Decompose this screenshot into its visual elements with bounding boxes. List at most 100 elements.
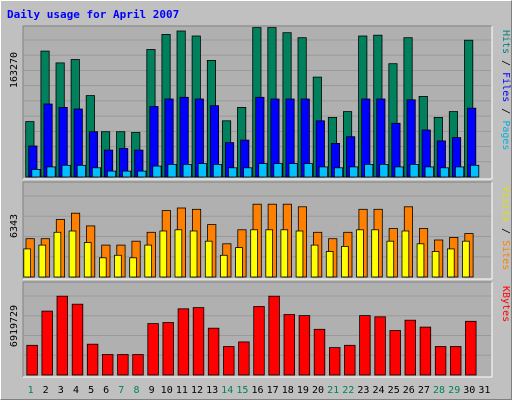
bar-pages-day-8	[137, 170, 147, 178]
day-label: 31	[478, 385, 490, 396]
series-axis-labels: Visits / Sites	[500, 186, 511, 270]
series-label-files: Files	[500, 72, 511, 102]
day-label: 20	[312, 385, 324, 396]
bar-pages-day-12	[197, 163, 207, 178]
bar-kbytes-day-26	[404, 319, 417, 376]
bar-kbytes-day-3	[56, 295, 69, 376]
series-label-pages: Pages	[500, 120, 511, 150]
bar-pages-day-13	[212, 163, 223, 178]
bar-pages-day-21	[333, 167, 344, 178]
bar-sites-day-7	[114, 254, 122, 278]
bar-sites-day-5	[83, 242, 92, 278]
bar-kbytes-day-29	[449, 346, 462, 376]
bar-pages-day-24	[379, 163, 389, 178]
bar-kbytes-day-24	[374, 316, 386, 376]
bar-sites-day-9	[144, 244, 153, 278]
day-label: 6	[103, 385, 109, 396]
bar-kbytes-day-30	[465, 320, 477, 376]
day-label: 17	[267, 385, 279, 396]
axis-max-label: 163270	[9, 52, 20, 88]
bar-kbytes-day-10	[162, 322, 174, 376]
bar-pages-day-30	[470, 164, 480, 178]
bar-pages-day-18	[288, 163, 298, 178]
day-label: 30	[463, 385, 475, 396]
bar-pages-day-25	[394, 166, 404, 178]
bar-sites-day-22	[341, 245, 349, 278]
day-label: 21	[327, 385, 339, 396]
bar-pages-day-16	[258, 163, 268, 178]
bar-kbytes-day-9	[147, 323, 159, 376]
day-label: 11	[176, 385, 188, 396]
bar-sites-day-28	[431, 251, 440, 278]
day-label: 24	[372, 385, 384, 396]
bar-pages-day-10	[167, 163, 177, 178]
bar-pages-day-5	[91, 167, 102, 178]
bar-kbytes-day-7	[117, 354, 129, 376]
bar-pages-day-15	[243, 167, 253, 178]
series-label-kbytes: KBytes	[500, 286, 511, 322]
bar-pages-day-14	[228, 167, 238, 178]
series-label-sites: Sites	[500, 240, 511, 270]
bar-sites-day-13	[204, 240, 213, 278]
panel-hits_files_pages: 163270 Hits / Files / Pages	[9, 25, 511, 180]
bar-sites-day-8	[129, 257, 137, 278]
bar-kbytes-day-19	[298, 315, 311, 376]
label-separator: /	[500, 54, 511, 72]
series-axis-labels: Hits / Files / Pages	[500, 30, 511, 150]
series-axis-label: Hits / Files / Pages	[500, 30, 511, 150]
bar-sites-day-27	[416, 243, 425, 278]
bar-sites-day-10	[159, 230, 168, 278]
bar-pages-day-17	[273, 163, 283, 178]
bar-kbytes-day-20	[313, 328, 326, 376]
day-label: 23	[357, 385, 369, 396]
bar-sites-day-14	[219, 254, 228, 278]
series-label-hits: Hits	[500, 30, 511, 54]
bar-sites-day-12	[189, 230, 198, 278]
bar-kbytes-day-14	[223, 346, 235, 376]
chart-panels: 163270 Hits / Files / Pages 6343 Visits / S…	[9, 25, 511, 378]
bar-pages-day-7	[122, 170, 132, 178]
bar-kbytes-day-8	[132, 354, 144, 376]
day-label: 26	[403, 385, 415, 396]
bar-kbytes-day-23	[359, 315, 371, 376]
bar-pages-day-9	[152, 165, 162, 178]
bar-pages-day-6	[107, 170, 117, 178]
bar-sites-day-30	[462, 240, 470, 278]
bar-pages-day-27	[424, 166, 434, 178]
bar-pages-day-26	[409, 163, 419, 178]
day-label: 1	[28, 385, 34, 396]
day-label: 14	[221, 385, 233, 396]
axis-max-label: 6343	[9, 214, 20, 238]
bars-hits_files_pages	[25, 27, 480, 178]
bar-sites-day-3	[53, 231, 62, 278]
day-label: 27	[418, 385, 430, 396]
bar-sites-day-15	[235, 247, 243, 278]
bar-kbytes-day-27	[419, 326, 432, 376]
day-label: 8	[133, 385, 139, 396]
day-label: 7	[118, 385, 124, 396]
bar-pages-day-1	[31, 168, 41, 178]
bar-sites-day-6	[99, 257, 107, 278]
bar-pages-day-29	[454, 166, 465, 178]
bar-kbytes-day-12	[192, 307, 205, 376]
bar-sites-day-17	[265, 229, 273, 278]
bar-kbytes-day-28	[434, 346, 447, 376]
bar-kbytes-day-21	[328, 347, 341, 376]
bar-kbytes-day-17	[268, 295, 280, 376]
bar-sites-day-2	[38, 244, 47, 278]
bar-pages-day-3	[61, 164, 71, 178]
day-label: 12	[191, 385, 203, 396]
day-label: 3	[58, 385, 64, 396]
day-label: 28	[433, 385, 445, 396]
bar-kbytes-day-1	[26, 344, 38, 376]
bar-kbytes-day-4	[71, 303, 84, 376]
series-axis-label: KBytes	[500, 286, 511, 322]
bar-kbytes-day-16	[253, 306, 265, 376]
bar-sites-day-26	[401, 230, 410, 278]
bar-pages-day-23	[364, 163, 374, 178]
day-label: 4	[73, 385, 79, 396]
bar-sites-day-23	[356, 229, 364, 278]
bar-pages-day-11	[182, 163, 192, 178]
bar-files-day-2	[43, 103, 53, 178]
label-separator: /	[500, 222, 511, 240]
